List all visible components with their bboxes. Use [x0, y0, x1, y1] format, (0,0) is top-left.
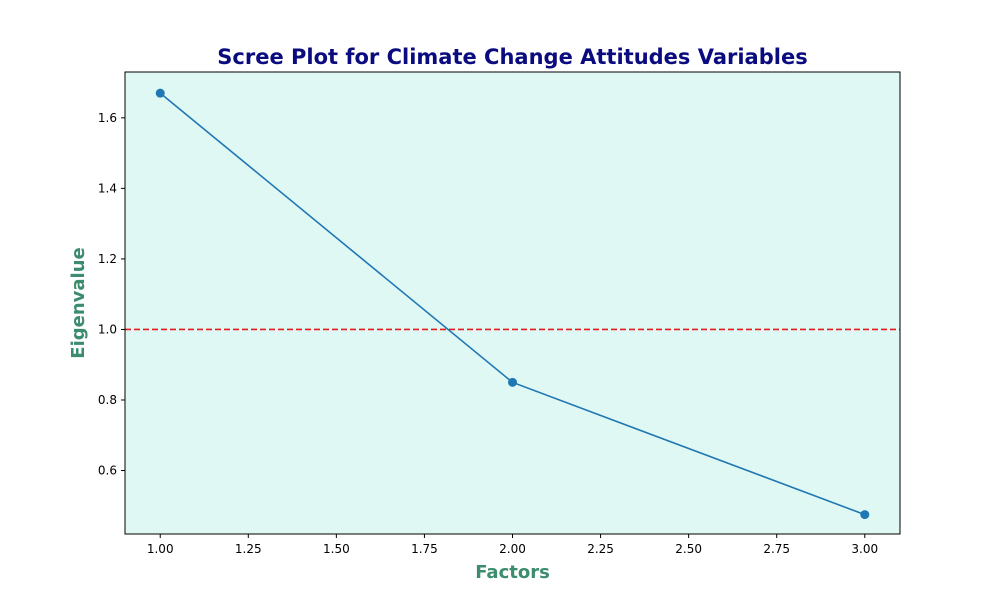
- data-point: [860, 510, 870, 520]
- x-axis-title: Factors: [475, 562, 550, 583]
- x-tick-label: 1.25: [235, 542, 262, 556]
- x-tick-label: 1.00: [147, 542, 174, 556]
- x-tick-label: 2.00: [499, 542, 526, 556]
- chart-title: Scree Plot for Climate Change Attitudes …: [217, 45, 807, 69]
- plot-frame: [124, 71, 901, 535]
- x-tick-label: 2.25: [587, 542, 614, 556]
- x-tick-label: 3.00: [851, 542, 878, 556]
- y-tick-label: 1.4: [98, 181, 117, 195]
- plot-area: [125, 72, 900, 534]
- x-tick-label: 1.50: [323, 542, 350, 556]
- data-points: [155, 88, 870, 520]
- x-tick-label: 2.75: [763, 542, 790, 556]
- data-point: [508, 377, 517, 387]
- y-tick-label: 1.2: [98, 252, 117, 266]
- y-axis-title: Eigenvalue: [68, 247, 89, 358]
- x-tick-label: 1.75: [411, 542, 438, 556]
- x-axis-ticks: 1.00 1.25 1.50 1.75 2.00 2.25 2.50 2.75 3.00: [147, 534, 878, 556]
- x-tick-label: 2.50: [675, 542, 702, 556]
- y-tick-label: 0.6: [98, 464, 117, 478]
- y-tick-label: 1.6: [98, 111, 117, 125]
- y-axis-ticks: 0.6 0.8 1.0 1.2 1.4 1.6: [98, 111, 125, 478]
- data-point: [155, 88, 165, 98]
- y-tick-label: 0.8: [98, 393, 117, 407]
- y-tick-label: 1.0: [98, 322, 117, 336]
